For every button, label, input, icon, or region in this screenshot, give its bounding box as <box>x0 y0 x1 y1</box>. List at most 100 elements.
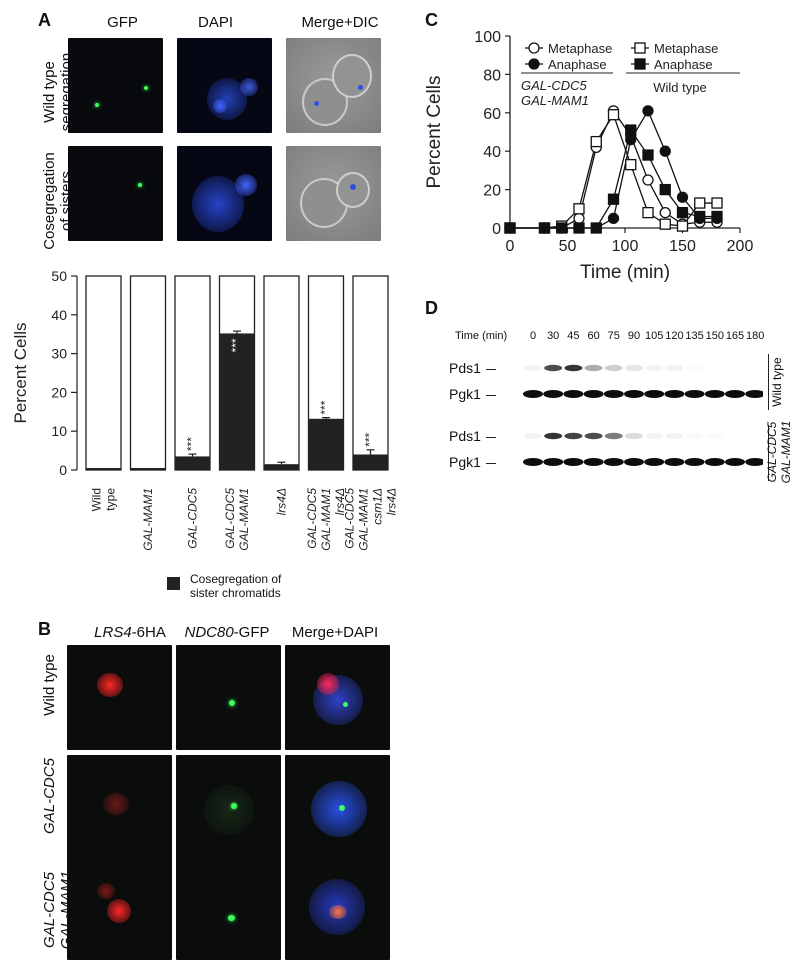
data-point <box>659 145 671 157</box>
data-point <box>676 191 689 203</box>
panel-b-row1-label: Wild type <box>41 654 58 716</box>
bar-cosegregation <box>308 418 344 470</box>
y-tick-label: 60 <box>483 106 501 123</box>
panel-b-col-lrs4: LRS4-6HA <box>94 624 166 641</box>
y-tick-label: 50 <box>51 268 67 284</box>
blot-band-pgk1 <box>543 390 564 398</box>
blot-band-pgk1 <box>745 458 763 466</box>
blot-label-pgk1-wt: Pgk1 <box>449 386 481 402</box>
blot-band-pds1 <box>625 364 643 372</box>
bar-cosegregation <box>219 333 255 470</box>
data-point <box>573 222 585 234</box>
category-label: Wild <box>90 488 104 511</box>
panel-a-label: A <box>38 10 51 30</box>
blot-band-pds1 <box>544 432 563 440</box>
blot-dash <box>486 437 496 438</box>
micrograph-a-gfp-wt <box>68 38 163 133</box>
data-point <box>642 105 654 117</box>
bar-total <box>352 275 389 471</box>
significance-label: *** <box>318 400 332 414</box>
blot-band-pds1 <box>665 432 684 440</box>
blot-band-pgk1 <box>543 458 564 466</box>
blot-band-pds1 <box>564 364 583 372</box>
bar-total <box>129 275 167 471</box>
data-point <box>659 206 671 219</box>
time-tick-label: 60 <box>587 330 600 342</box>
panel-d-label: D <box>425 298 438 318</box>
significance-label: *** <box>185 437 199 451</box>
blot-band-pgk1 <box>684 458 705 466</box>
legend-label-anaphase: Anaphase <box>654 57 713 72</box>
time-tick-label: 90 <box>627 330 641 342</box>
blot-dash <box>486 463 496 464</box>
y-tick-label: 20 <box>51 384 67 400</box>
blot-band-pgk1 <box>644 390 665 398</box>
data-point <box>625 124 637 136</box>
group-label-gal: GAL-CDC5 GAL-MAM1 <box>765 420 793 484</box>
y-axis-label: Percent Cells <box>11 322 30 423</box>
data-point <box>607 212 620 225</box>
y-tick-label: 0 <box>492 221 501 238</box>
time-tick-label: 135 <box>685 330 704 342</box>
category-label: GAL-MAM1 <box>237 488 251 551</box>
category-label: lrs4Δ <box>385 488 399 515</box>
y-tick-label: 30 <box>51 346 67 362</box>
panel-b-col-merge: Merge+DAPI <box>291 624 379 641</box>
data-point <box>573 212 585 225</box>
legend-swatch-cosegregation <box>167 577 180 590</box>
bar-cosegregation <box>353 454 388 470</box>
data-point <box>573 203 585 215</box>
blot-band-pds1 <box>604 364 623 372</box>
time-tick-label: 75 <box>607 330 620 342</box>
category-label: GAL-CDC5 <box>343 488 357 549</box>
data-point <box>642 206 654 219</box>
category-label: csm1Δ <box>371 488 385 525</box>
micrograph-b-lrs4-galcdc5-galmam1 <box>67 855 172 960</box>
data-point <box>590 135 602 148</box>
data-point <box>711 210 723 223</box>
data-point <box>694 210 706 223</box>
blot-band-pds1 <box>604 432 623 440</box>
panel-a-col-dapi: DAPI <box>197 14 233 31</box>
blot-band-pgk1 <box>704 458 725 466</box>
micrograph-a-merge-coseg <box>286 146 381 241</box>
blot-dash <box>486 369 496 370</box>
data-point <box>528 42 540 54</box>
data-point <box>642 149 654 161</box>
micrograph-b-lrs4-galcdc5 <box>67 755 172 860</box>
bar-total <box>174 275 211 471</box>
blot-band-pds1 <box>564 432 583 440</box>
blot-band-pds1 <box>625 432 643 440</box>
x-tick-label: 150 <box>669 238 696 255</box>
y-tick-label: 40 <box>483 144 501 161</box>
data-point <box>607 193 620 205</box>
blot-band-pgk1 <box>644 458 665 466</box>
data-point <box>659 183 671 196</box>
data-point <box>659 218 671 230</box>
blot-band-pgk1 <box>563 390 584 398</box>
data-point <box>607 109 620 121</box>
group-bracket-gal <box>768 425 769 481</box>
blot-band-pds1 <box>645 364 664 372</box>
micrograph-b-lrs4-wt <box>67 645 172 750</box>
data-point <box>625 158 637 171</box>
blot-band-pgk1 <box>664 390 685 398</box>
category-label: GAL-MAM1 <box>141 488 155 551</box>
category-label: GAL-CDC5 <box>223 488 237 549</box>
micrograph-b-merge-galcdc5-galmam1 <box>285 855 390 960</box>
panel-c-line-chart: 0 50 100 150 200 0 20 40 60 80 100 Time (min) Percen… <box>424 29 753 283</box>
blot-band-pgk1 <box>624 458 644 466</box>
legend-label-metaphase: Metaphase <box>654 41 718 56</box>
blot-band-pgk1 <box>664 458 685 466</box>
blot-band-pgk1 <box>725 458 745 466</box>
legend-group-label: GAL-CDC5 <box>521 78 588 93</box>
data-point <box>625 134 637 146</box>
blot-band-pds1 <box>665 364 684 372</box>
data-point <box>642 174 654 186</box>
x-tick-label: 100 <box>612 238 639 255</box>
data-point <box>538 222 551 234</box>
panel-b-label: B <box>38 619 51 639</box>
blot-label-pgk1-gal: Pgk1 <box>449 454 481 470</box>
data-point <box>590 222 602 234</box>
y-tick-label: 0 <box>59 462 67 478</box>
